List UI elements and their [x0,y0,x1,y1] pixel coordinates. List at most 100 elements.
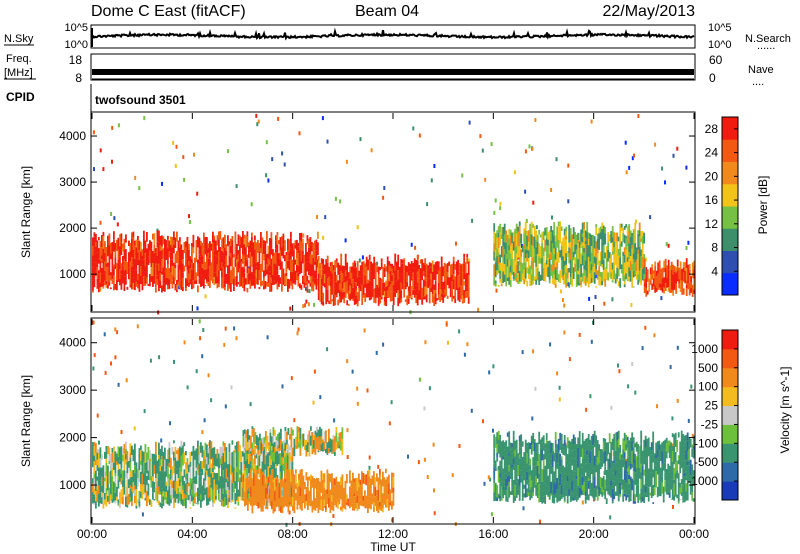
echo-cell [228,473,231,485]
echo-speck [235,184,238,189]
echo-cell [638,281,641,283]
echo-cell [464,277,467,288]
echo-cell [170,469,172,475]
echo-cell [628,459,631,467]
echo-cell [442,266,445,277]
echo-speck [685,165,688,170]
echo-cell [317,255,320,261]
echo-cell [614,432,617,443]
echo-cell [314,483,317,489]
echo-cell [359,284,362,292]
echo-cell [542,469,545,481]
echo-cell [290,481,293,486]
echo-cell [377,274,380,288]
echo-cell [409,296,412,299]
echo-speck [669,365,672,369]
echo-cell [493,255,496,261]
echo-cell [278,490,281,499]
echo-cell [569,242,572,249]
echo-cell [463,257,466,261]
echo-cell [338,289,341,297]
echo-cell [231,499,234,502]
echo-cell [293,476,296,485]
echo-cell [587,232,590,240]
echo-cell [676,266,679,271]
echo-cell [617,468,620,479]
echo-cell [496,255,499,264]
echo-speck [388,421,391,426]
echo-cell [668,492,671,498]
echo-cell [191,251,193,259]
echo-cell [131,288,133,290]
echo-cell [380,479,383,492]
echo-cell [559,221,562,232]
echo-cell [415,260,418,268]
echo-cell [526,480,529,485]
echo-cell [373,256,376,262]
echo-cell [589,244,592,253]
echo-cell [665,437,668,443]
echo-cell [162,459,165,471]
echo-cell [598,276,601,286]
echo-cell [285,462,288,470]
echo-cell [246,453,249,460]
echo-cell [545,457,548,467]
echo-cell [572,239,575,252]
echo-cell [518,281,521,284]
echo-cell [111,251,114,256]
echo-cell [622,251,625,257]
echo-cell [138,470,141,482]
echo-cell [131,470,133,477]
echo-cell [349,278,352,286]
echo-cell [299,477,302,488]
echo-cell [243,464,246,472]
echo-cell [128,461,130,468]
echo-speck [298,131,301,136]
echo-cell [319,269,322,278]
echo-speck [535,225,538,230]
echo-cell [659,473,662,483]
echo-cell [308,490,311,504]
echo-cell [167,268,169,278]
echo-cell [281,453,283,457]
echo-cell [403,271,406,275]
echo-cell [655,276,658,288]
echo-cell [398,277,401,291]
echo-cell [629,460,632,464]
echo-cell [247,442,249,451]
echo-cell [125,234,127,243]
echo-cell [499,262,502,271]
echo-speck [110,361,112,366]
echo-cell [667,491,670,495]
echo-cell [514,248,517,261]
echo-cell [286,439,288,445]
echo-cell [182,278,184,287]
echo-cell [613,494,616,500]
echo-cell [509,272,512,280]
echo-cell [668,497,671,498]
echo-cell [544,448,547,460]
echo-cell [602,245,605,256]
echo-cell [141,271,144,278]
echo-cell [114,451,117,462]
echo-cell [572,497,575,501]
echo-cell [283,503,285,508]
echo-cell [608,480,611,491]
echo-cell [263,240,265,244]
echo-cell [623,247,626,255]
echo-cell [153,257,156,269]
echo-cell [192,234,195,248]
echo-cell [322,505,324,512]
echo-cell [198,489,201,493]
echo-cell [204,450,207,459]
echo-cell [368,487,371,492]
echo-cell [236,487,238,500]
echo-cell [662,449,665,454]
echo-cell [551,271,554,279]
echo-cell [147,459,150,471]
echo-cell [574,449,577,459]
echo-cell [234,493,237,505]
echo-cell [533,461,536,467]
echo-cell [132,264,135,278]
echo-cell [590,264,593,271]
